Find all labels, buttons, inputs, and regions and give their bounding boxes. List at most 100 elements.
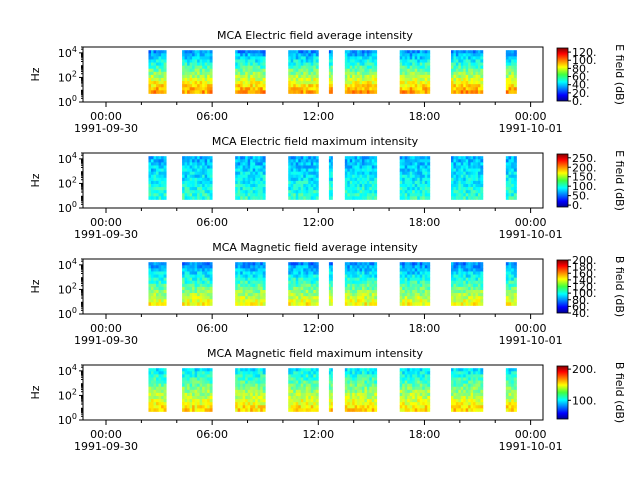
spectrogram-segment	[344, 262, 378, 306]
spectrogram-segment	[328, 156, 333, 200]
spectrogram-segment	[148, 368, 167, 412]
y-tick-label: 104	[58, 151, 77, 166]
x-tick-label: 12:00	[302, 322, 334, 335]
x-tick-label: 12:00	[302, 110, 334, 123]
y-axis-label: Hz	[29, 385, 42, 399]
colorbar-tick-label: 50.	[572, 190, 590, 203]
colorbar-tick-label: 200.	[572, 161, 597, 174]
colorbar-tick-label: 20.	[572, 87, 590, 100]
spectrogram-segment	[288, 368, 319, 412]
x-tick-label: 12:00	[302, 216, 334, 229]
spectrogram-segment	[148, 262, 167, 306]
spectrogram-segment	[505, 50, 517, 94]
x-date-label: 1991-09-30	[74, 228, 138, 241]
colorbar-tick-label: 60.	[572, 71, 590, 84]
y-tick-label: 100	[58, 412, 77, 427]
colorbar	[556, 365, 569, 420]
colorbar-tick-label: 120.	[572, 281, 597, 294]
y-tick-label: 102	[58, 281, 77, 296]
axes-frame	[82, 258, 544, 315]
colorbar-tick-label: 60.	[572, 300, 590, 313]
panel-2: MCA Electric field maximum intensity 100 1…	[29, 135, 626, 241]
spectrogram-segment	[328, 50, 333, 94]
axes-frame	[82, 46, 544, 103]
spectrogram-segment	[182, 368, 213, 412]
colorbar-tick-label: 200.	[572, 254, 597, 267]
spectrogram-segment	[182, 262, 213, 306]
panel-title: MCA Electric field average intensity	[217, 29, 413, 42]
colorbar-tick-label: 0.	[572, 199, 583, 212]
x-tick-label: 18:00	[409, 322, 441, 335]
spectrogram-segment	[288, 156, 319, 200]
panel-title: MCA Magnetic field average intensity	[212, 241, 418, 254]
y-tick-label: 100	[58, 94, 77, 109]
x-date-label: 1991-10-01	[499, 228, 563, 241]
colorbar-tick-label: 150.	[572, 171, 597, 184]
colorbar-tick-label: 40.	[572, 307, 590, 320]
y-axis-label: Hz	[29, 67, 42, 81]
spectrogram-segment	[235, 368, 266, 412]
colorbar-tick-label: 160.	[572, 267, 597, 280]
x-tick-label: 06:00	[196, 216, 228, 229]
spectrogram-segment	[451, 262, 484, 306]
colorbar-tick-label: 80.	[572, 62, 590, 75]
panel-1: MCA Electric field average intensity 100 1…	[29, 29, 626, 135]
spectrogram-segment	[344, 50, 378, 94]
colorbar-tick-label: 180.	[572, 261, 597, 274]
x-date-label: 1991-09-30	[74, 122, 138, 135]
spectrogram-segment	[235, 156, 266, 200]
spectrogram-segment	[505, 368, 517, 412]
x-date-label: 1991-09-30	[74, 440, 138, 453]
spectrogram-segment	[328, 368, 333, 412]
axes-frame	[82, 364, 544, 421]
colorbar	[556, 153, 569, 208]
colorbar-label: E field (dB)	[613, 44, 626, 105]
colorbar-label: E field (dB)	[613, 150, 626, 211]
x-date-label: 1991-10-01	[499, 122, 563, 135]
x-tick-label: 06:00	[196, 428, 228, 441]
x-date-label: 1991-10-01	[499, 334, 563, 347]
y-axis-label: Hz	[29, 173, 42, 187]
spectrogram-segment	[182, 156, 213, 200]
spectrogram-segment	[399, 50, 431, 94]
colorbar-tick-label: 100.	[572, 180, 597, 193]
colorbar-tick-label: 140.	[572, 274, 597, 287]
x-date-label: 1991-09-30	[74, 334, 138, 347]
x-tick-label: 18:00	[409, 110, 441, 123]
spectrogram-segment	[235, 50, 266, 94]
colorbar	[556, 47, 569, 102]
x-tick-label: 00:00	[90, 110, 122, 123]
colorbar-tick-label: 200.	[572, 363, 597, 376]
spectrogram-segment	[505, 262, 517, 306]
x-tick-label: 00:00	[515, 216, 547, 229]
x-tick-label: 18:00	[409, 216, 441, 229]
spectrogram-segment	[182, 50, 213, 94]
colorbar	[556, 259, 569, 314]
y-tick-label: 104	[58, 45, 77, 60]
x-tick-label: 00:00	[90, 216, 122, 229]
colorbar-tick-label: 250.	[572, 152, 597, 165]
colorbar-label: B field (dB)	[613, 256, 626, 317]
axes-frame	[82, 152, 544, 209]
spectrogram-segment	[399, 156, 431, 200]
spectrogram-segment	[399, 368, 431, 412]
spectrogram-segment	[148, 50, 167, 94]
y-tick-label: 102	[58, 175, 77, 190]
spectrogram-segment	[451, 368, 484, 412]
spectrogram-segment	[344, 156, 378, 200]
colorbar-label: B field (dB)	[613, 362, 626, 423]
panel-4: MCA Magnetic field maximum intensity 100 1…	[29, 347, 626, 453]
spectrogram-segment	[344, 368, 378, 412]
y-tick-label: 104	[58, 363, 77, 378]
spectrogram-segment	[288, 262, 319, 306]
spectrogram-segment	[148, 156, 167, 200]
colorbar-tick-label: 40.	[572, 79, 590, 92]
panel-title: MCA Magnetic field maximum intensity	[207, 347, 423, 360]
spectrogram-segment	[505, 156, 517, 200]
colorbar-tick-label: 0.	[572, 95, 583, 108]
spectrogram-segment	[235, 262, 266, 306]
panel-3: MCA Magnetic field average intensity 100 1…	[29, 241, 626, 347]
colorbar-tick-label: 120.	[572, 46, 597, 59]
y-tick-label: 100	[58, 200, 77, 215]
x-date-label: 1991-10-01	[499, 440, 563, 453]
